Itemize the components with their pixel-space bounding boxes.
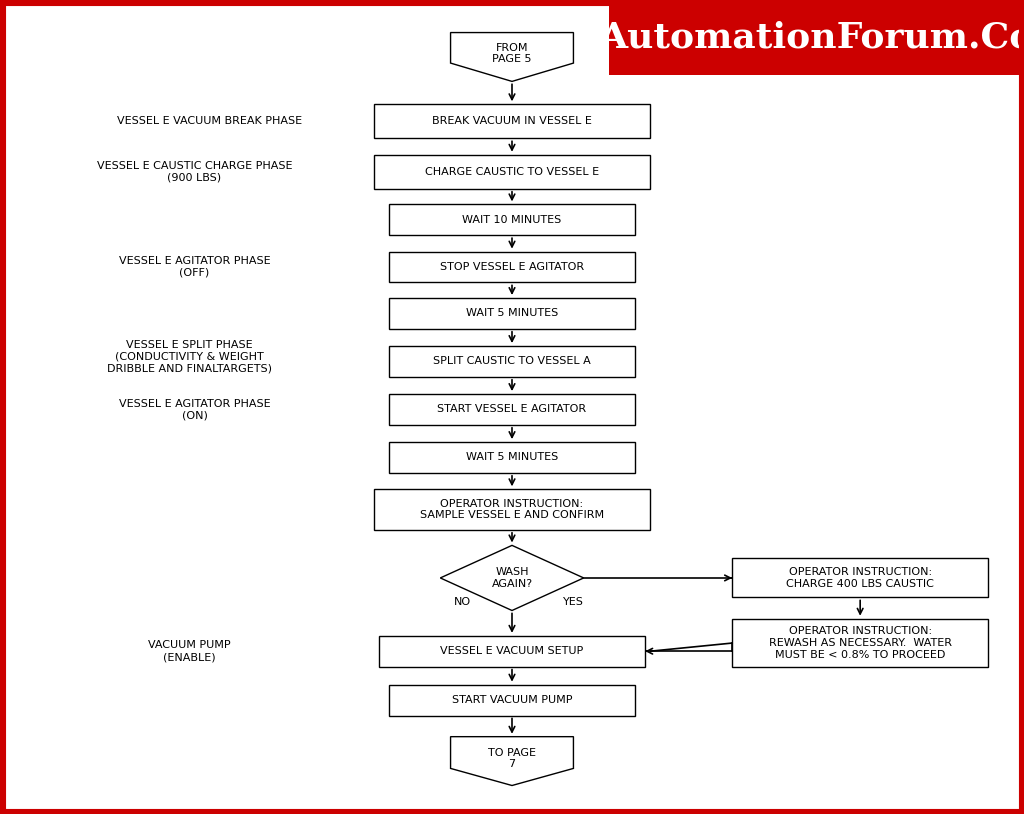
Bar <box>389 346 635 377</box>
Bar <box>732 619 988 667</box>
Polygon shape <box>451 33 573 81</box>
Bar <box>389 204 635 235</box>
Bar <box>374 104 650 138</box>
Text: OPERATOR INSTRUCTION:
SAMPLE VESSEL E AND CONFIRM: OPERATOR INSTRUCTION: SAMPLE VESSEL E AN… <box>420 499 604 520</box>
Polygon shape <box>440 545 584 610</box>
Bar <box>389 252 635 282</box>
Text: VESSEL E VACUUM BREAK PHASE: VESSEL E VACUUM BREAK PHASE <box>118 116 302 126</box>
Text: VESSEL E AGITATOR PHASE
(OFF): VESSEL E AGITATOR PHASE (OFF) <box>119 256 270 278</box>
Bar <box>379 636 645 667</box>
Text: FROM
PAGE 5: FROM PAGE 5 <box>493 42 531 64</box>
Bar <box>732 558 988 597</box>
Text: SPLIT CAUSTIC TO VESSEL A: SPLIT CAUSTIC TO VESSEL A <box>433 357 591 366</box>
Text: STOP VESSEL E AGITATOR: STOP VESSEL E AGITATOR <box>440 262 584 272</box>
Text: NO: NO <box>455 597 471 606</box>
Text: START VACUUM PUMP: START VACUUM PUMP <box>452 695 572 705</box>
Text: AutomationForum.Co: AutomationForum.Co <box>599 20 1024 55</box>
Text: YES: YES <box>563 597 584 606</box>
Text: VESSEL E CAUSTIC CHARGE PHASE
(900 LBS): VESSEL E CAUSTIC CHARGE PHASE (900 LBS) <box>97 161 292 182</box>
Text: START VESSEL E AGITATOR: START VESSEL E AGITATOR <box>437 405 587 414</box>
Bar <box>609 0 1024 75</box>
Text: BREAK VACUUM IN VESSEL E: BREAK VACUUM IN VESSEL E <box>432 116 592 126</box>
Text: VESSEL E SPLIT PHASE
(CONDUCTIVITY & WEIGHT
DRIBBLE AND FINALTARGETS): VESSEL E SPLIT PHASE (CONDUCTIVITY & WEI… <box>106 340 272 373</box>
Text: WASH
AGAIN?: WASH AGAIN? <box>492 567 532 589</box>
Text: VESSEL E VACUUM SETUP: VESSEL E VACUUM SETUP <box>440 646 584 656</box>
Text: WAIT 5 MINUTES: WAIT 5 MINUTES <box>466 453 558 462</box>
Bar <box>389 685 635 716</box>
Text: CHARGE CAUSTIC TO VESSEL E: CHARGE CAUSTIC TO VESSEL E <box>425 167 599 177</box>
Text: WAIT 5 MINUTES: WAIT 5 MINUTES <box>466 309 558 318</box>
Text: OPERATOR INSTRUCTION:
REWASH AS NECESSARY.  WATER
MUST BE < 0.8% TO PROCEED: OPERATOR INSTRUCTION: REWASH AS NECESSAR… <box>769 627 951 659</box>
Text: WAIT 10 MINUTES: WAIT 10 MINUTES <box>463 215 561 225</box>
Text: VESSEL E AGITATOR PHASE
(ON): VESSEL E AGITATOR PHASE (ON) <box>119 399 270 420</box>
Text: OPERATOR INSTRUCTION:
CHARGE 400 LBS CAUSTIC: OPERATOR INSTRUCTION: CHARGE 400 LBS CAU… <box>786 567 934 589</box>
Bar <box>389 394 635 425</box>
Bar <box>374 489 650 530</box>
Text: TO PAGE
7: TO PAGE 7 <box>488 748 536 769</box>
Bar <box>389 298 635 329</box>
Bar <box>374 155 650 189</box>
Bar <box>389 442 635 473</box>
Text: VACUUM PUMP
(ENABLE): VACUUM PUMP (ENABLE) <box>148 641 230 662</box>
Polygon shape <box>451 737 573 786</box>
